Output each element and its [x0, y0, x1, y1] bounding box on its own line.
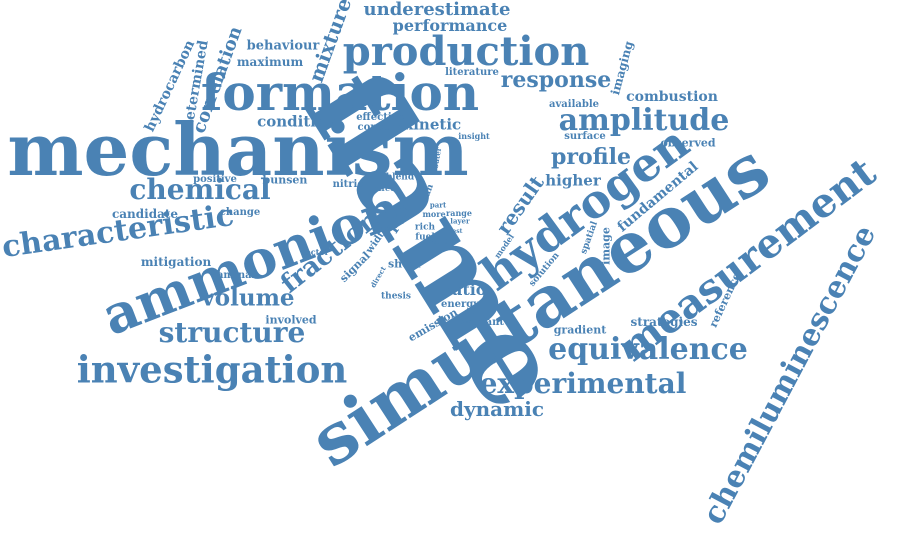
word-nitric: nitric — [332, 179, 364, 190]
word-experimental: experimental — [479, 367, 687, 400]
word-layer: layer — [450, 216, 470, 226]
word-part: part — [429, 200, 447, 210]
word-kinetic: kinetic — [402, 115, 462, 134]
word-effect: effect — [373, 183, 399, 193]
word-mitigation: mitigation — [140, 255, 212, 269]
word-amplitude: amplitude — [558, 103, 730, 138]
word-gradient: gradient — [553, 323, 607, 337]
word-production: production — [342, 28, 590, 75]
word-thesis: thesis — [381, 291, 411, 302]
word-performance: performance — [392, 16, 508, 35]
word-volume: volume — [201, 284, 295, 312]
word-bunsen: bunsen — [262, 173, 308, 187]
word-profile: profile — [551, 144, 631, 170]
word-energy: energy — [440, 299, 480, 310]
word-maximum: maximum — [236, 55, 304, 69]
word-value: value — [426, 236, 456, 247]
word-equivalence: equivalence — [548, 332, 748, 367]
word-insight: insight — [458, 131, 490, 141]
word-involved: involved — [265, 313, 317, 327]
word-strategies: strategies — [630, 315, 698, 329]
word-dynamic: dynamic — [449, 397, 545, 421]
word-laminar: laminar — [213, 270, 257, 281]
word-underestimate: underestimate — [363, 0, 511, 20]
word-effective: effective — [356, 112, 404, 123]
word-chemical: chemical — [129, 173, 271, 206]
word-rich: rich — [414, 222, 436, 233]
word-condition: condition — [257, 112, 337, 131]
word-test: test — [449, 228, 463, 235]
word-formation: formation — [200, 63, 480, 122]
word-blend: blend — [385, 172, 415, 183]
word-fuel: fuel — [415, 232, 435, 243]
word-mechanism: mechanism — [7, 107, 469, 192]
word-available: available — [549, 99, 599, 110]
word-image: image — [599, 227, 613, 265]
word-concern: concern — [357, 122, 403, 133]
word-change: change — [219, 207, 261, 218]
word-higher: higher — [545, 171, 601, 190]
word-warrant: warrant — [460, 317, 504, 328]
word-literature: literature — [445, 67, 499, 78]
word-observed: observed — [660, 136, 716, 150]
word-range: range — [446, 208, 472, 218]
word-positive: positive — [193, 174, 237, 185]
word-more: more — [422, 209, 446, 219]
word-surface: surface — [564, 131, 606, 142]
word-ratio: ratio — [443, 280, 487, 299]
word-behaviour: behaviour — [246, 38, 320, 54]
word-response: response — [500, 67, 612, 93]
word-imaging: imaging — [608, 39, 636, 97]
word-structure: structure — [158, 316, 306, 349]
word-candidate: candidate — [111, 207, 179, 221]
word-combustion: combustion — [626, 89, 718, 105]
word-investigation: investigation — [76, 347, 348, 392]
word-sector: sector — [301, 247, 329, 257]
word-shear: shear — [387, 257, 423, 271]
